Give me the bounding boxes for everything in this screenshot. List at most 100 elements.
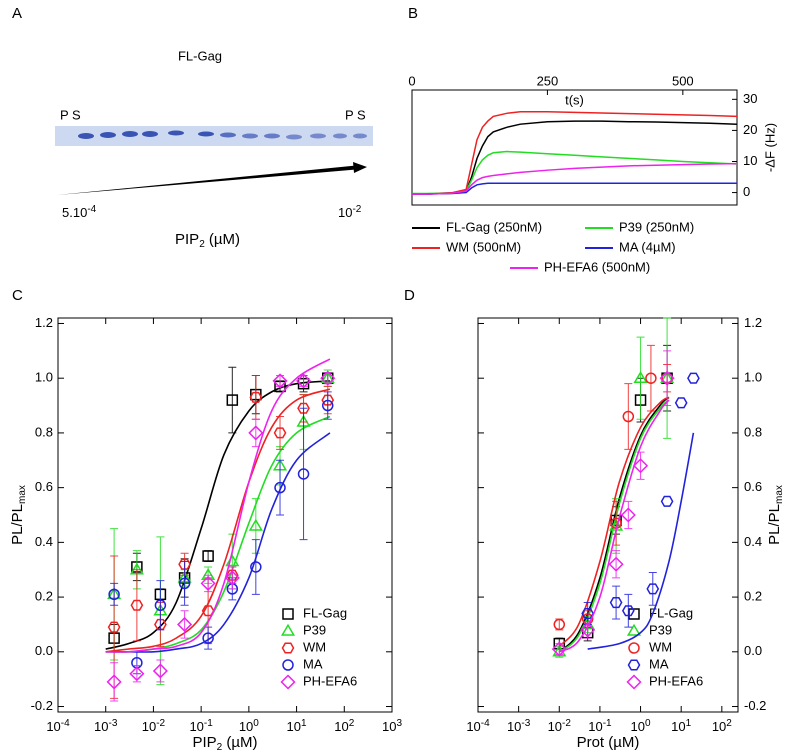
legend-label: P39 (250nM) [619,219,694,234]
marker [551,641,567,657]
error-bar [132,569,141,642]
gel-panel: FL-Gag P S P S [55,48,373,195]
y-tick-label: 0.6 [744,479,762,494]
legend-marker [280,674,296,690]
x-axis-label-part: (µM) [222,734,257,751]
marker [248,518,263,531]
band [242,133,258,139]
tick-base: 10 [631,719,645,734]
legend-label: WM [303,639,326,654]
marker [320,370,336,386]
error-bar [251,418,260,448]
error-bar [624,593,633,628]
legend-label: PH-EFA6 [649,673,703,688]
marker [154,599,167,612]
tick-exponent: -4 [481,718,490,729]
series-line [412,150,738,195]
tick-base: 10 [46,719,60,734]
range-label-part: 5.10 [62,205,87,220]
legend-marker [280,623,296,636]
fit-curve [105,432,331,653]
range-label-part: -2 [352,204,361,215]
series-line [412,162,738,195]
lane-label: P S [60,107,81,122]
band [333,133,347,139]
x-axis-label-part: PIP [192,734,216,751]
legend-label: PH-EFA6 (500nM) [544,259,650,274]
y-tick-label: 0.4 [744,534,762,549]
marker [249,391,263,403]
error-bar [276,416,285,450]
error-bar [299,407,308,541]
fit-curve [105,388,331,653]
error-bar [228,366,237,434]
plot-frame [411,89,738,206]
marker [632,458,649,474]
y-tick-label: -0.2 [31,698,53,713]
legend-label: PH-EFA6 [303,673,357,688]
lane-label: P S [345,107,366,122]
gel-bands [78,130,367,140]
fit-curve [105,380,330,650]
y-axis-label-part: PL/PL [766,504,783,545]
marker [295,373,312,389]
x-tick-label: 10-1 [588,718,612,735]
y-axis-label-part: PL/PL [9,504,26,545]
y-tick-label: 1.0 [35,370,53,385]
gel-axis-label-part: (µM) [205,231,240,248]
marker [645,372,657,384]
marker [224,570,240,586]
y-tick-label: 1.2 [744,315,762,330]
x-tick-label: 10-3 [94,718,118,735]
marker [609,597,623,609]
tick-exponent: -4 [61,718,70,729]
tick-base: 10 [671,719,685,734]
y-tick-label: 20 [743,122,757,137]
tick-base: 10 [94,719,108,734]
gel-axis-label-part: 2 [199,239,205,250]
x-tick-label: 500 [672,73,694,88]
x-axis-label-part: Prot (µM) [577,734,640,751]
y-tick-label: 0.6 [35,479,53,494]
band [122,131,138,137]
legend-marker [628,642,640,654]
y-tick-label: 0.0 [35,643,53,658]
error-bar [636,336,645,420]
y-tick-label: 1.2 [35,315,53,330]
legend-label: P39 [303,622,326,637]
legend-marker [626,674,642,690]
fit-curve [558,399,670,653]
tick-base: 10 [239,719,253,734]
legend-label: MA [649,656,669,671]
legend-label: WM (500nM) [446,239,521,254]
marker [297,468,310,480]
marker [553,618,566,631]
error-bar [624,383,633,450]
error-bar [180,561,189,606]
panel-label: B [408,5,418,22]
legend-label: WM [649,639,672,654]
marker [202,550,214,562]
legend-label: FL-Gag [303,605,347,620]
marker [106,674,122,690]
marker [177,616,193,633]
band [198,131,214,137]
y-axis-label: PL/PLmax [9,485,28,545]
marker [646,583,660,595]
tick-exponent: -2 [562,718,571,729]
tick-exponent: 2 [349,718,355,729]
error-bar [646,344,655,412]
plot-frame [477,317,739,713]
error-bar [180,610,189,639]
tick-exponent: 3 [396,718,402,729]
marker [200,575,216,591]
band [353,133,367,139]
panel-label: C [12,287,23,304]
y-tick-label: 0.2 [35,589,53,604]
marker [633,370,648,383]
gel-axis-label-part: PIP [175,231,199,248]
x-axis-label: Prot (µM) [577,734,640,751]
tick-exponent: 0 [253,718,259,729]
y-tick-label: 1.0 [744,370,762,385]
